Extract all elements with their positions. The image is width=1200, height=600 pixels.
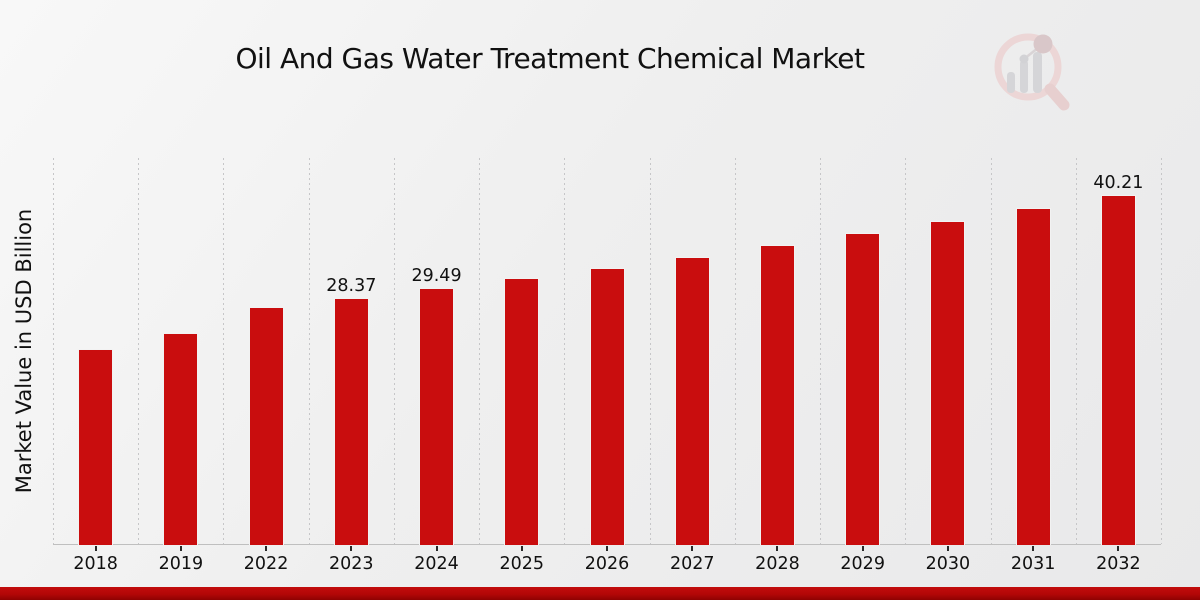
x-tick-mark <box>95 546 97 551</box>
x-tick-label: 2019 <box>158 554 204 574</box>
chart-title: Oil And Gas Water Treatment Chemical Mar… <box>235 42 865 75</box>
x-tick-label: 2031 <box>1010 554 1056 574</box>
y-axis-label: Market Value in USD Billion <box>12 208 36 494</box>
gridline <box>309 158 310 544</box>
bar-2030 <box>930 221 965 545</box>
gridline <box>479 158 480 544</box>
gridline <box>223 158 224 544</box>
gridline <box>394 158 395 544</box>
x-tick-label: 2030 <box>925 554 971 574</box>
x-tick-label: 2023 <box>329 554 374 574</box>
plot-area: 2018 2019 2022 2023 28.37 2024 29.49 2025 2026 20… <box>53 158 1162 574</box>
x-tick-mark <box>436 546 438 551</box>
x-tick-label: 2022 <box>243 554 289 574</box>
gridline <box>138 158 139 544</box>
x-tick-label: 2024 <box>414 554 459 574</box>
x-tick-mark <box>691 546 693 551</box>
gridline <box>650 158 651 544</box>
bar-2026 <box>590 268 625 545</box>
x-tick-mark <box>350 546 352 551</box>
bar-2022 <box>249 307 284 545</box>
x-tick-mark <box>1032 546 1034 551</box>
bar-2031 <box>1016 208 1051 545</box>
x-tick-mark <box>180 546 182 551</box>
x-tick-label: 2032 <box>1096 554 1141 574</box>
gridline <box>735 158 736 544</box>
footer-banner <box>0 587 1200 600</box>
x-tick-mark <box>1117 546 1119 551</box>
bar-value-label: 28.37 <box>326 276 377 296</box>
x-tick-mark <box>606 546 608 551</box>
bar-2027 <box>675 257 710 545</box>
bar-2032 <box>1101 195 1136 545</box>
bar-2029 <box>845 233 880 545</box>
bar-2023 <box>334 298 369 545</box>
x-tick-label: 2028 <box>755 554 800 574</box>
bar-2018 <box>78 349 113 545</box>
gridline <box>991 158 992 544</box>
x-tick-label: 2018 <box>73 554 118 574</box>
x-tick-mark <box>265 546 267 551</box>
x-tick-mark <box>862 546 864 551</box>
gridline <box>564 158 565 544</box>
x-tick-label: 2025 <box>499 554 545 574</box>
gridline <box>53 158 54 544</box>
bar-2025 <box>504 278 539 545</box>
bar-2028 <box>760 245 795 545</box>
x-tick-label: 2029 <box>840 554 885 574</box>
magnifier-bar-chart-icon <box>994 33 1070 111</box>
x-tick-label: 2027 <box>669 554 715 574</box>
bar-value-label: 29.49 <box>411 266 462 286</box>
bar-2024 <box>419 288 454 545</box>
x-tick-mark <box>947 546 949 551</box>
gridline <box>820 158 821 544</box>
x-tick-mark <box>521 546 523 551</box>
x-tick-mark <box>776 546 778 551</box>
gridline <box>1076 158 1077 544</box>
gridline <box>1161 158 1162 544</box>
bar-2019 <box>163 333 198 545</box>
bar-value-label: 40.21 <box>1093 173 1144 193</box>
x-tick-label: 2026 <box>584 554 630 574</box>
gridline <box>905 158 906 544</box>
